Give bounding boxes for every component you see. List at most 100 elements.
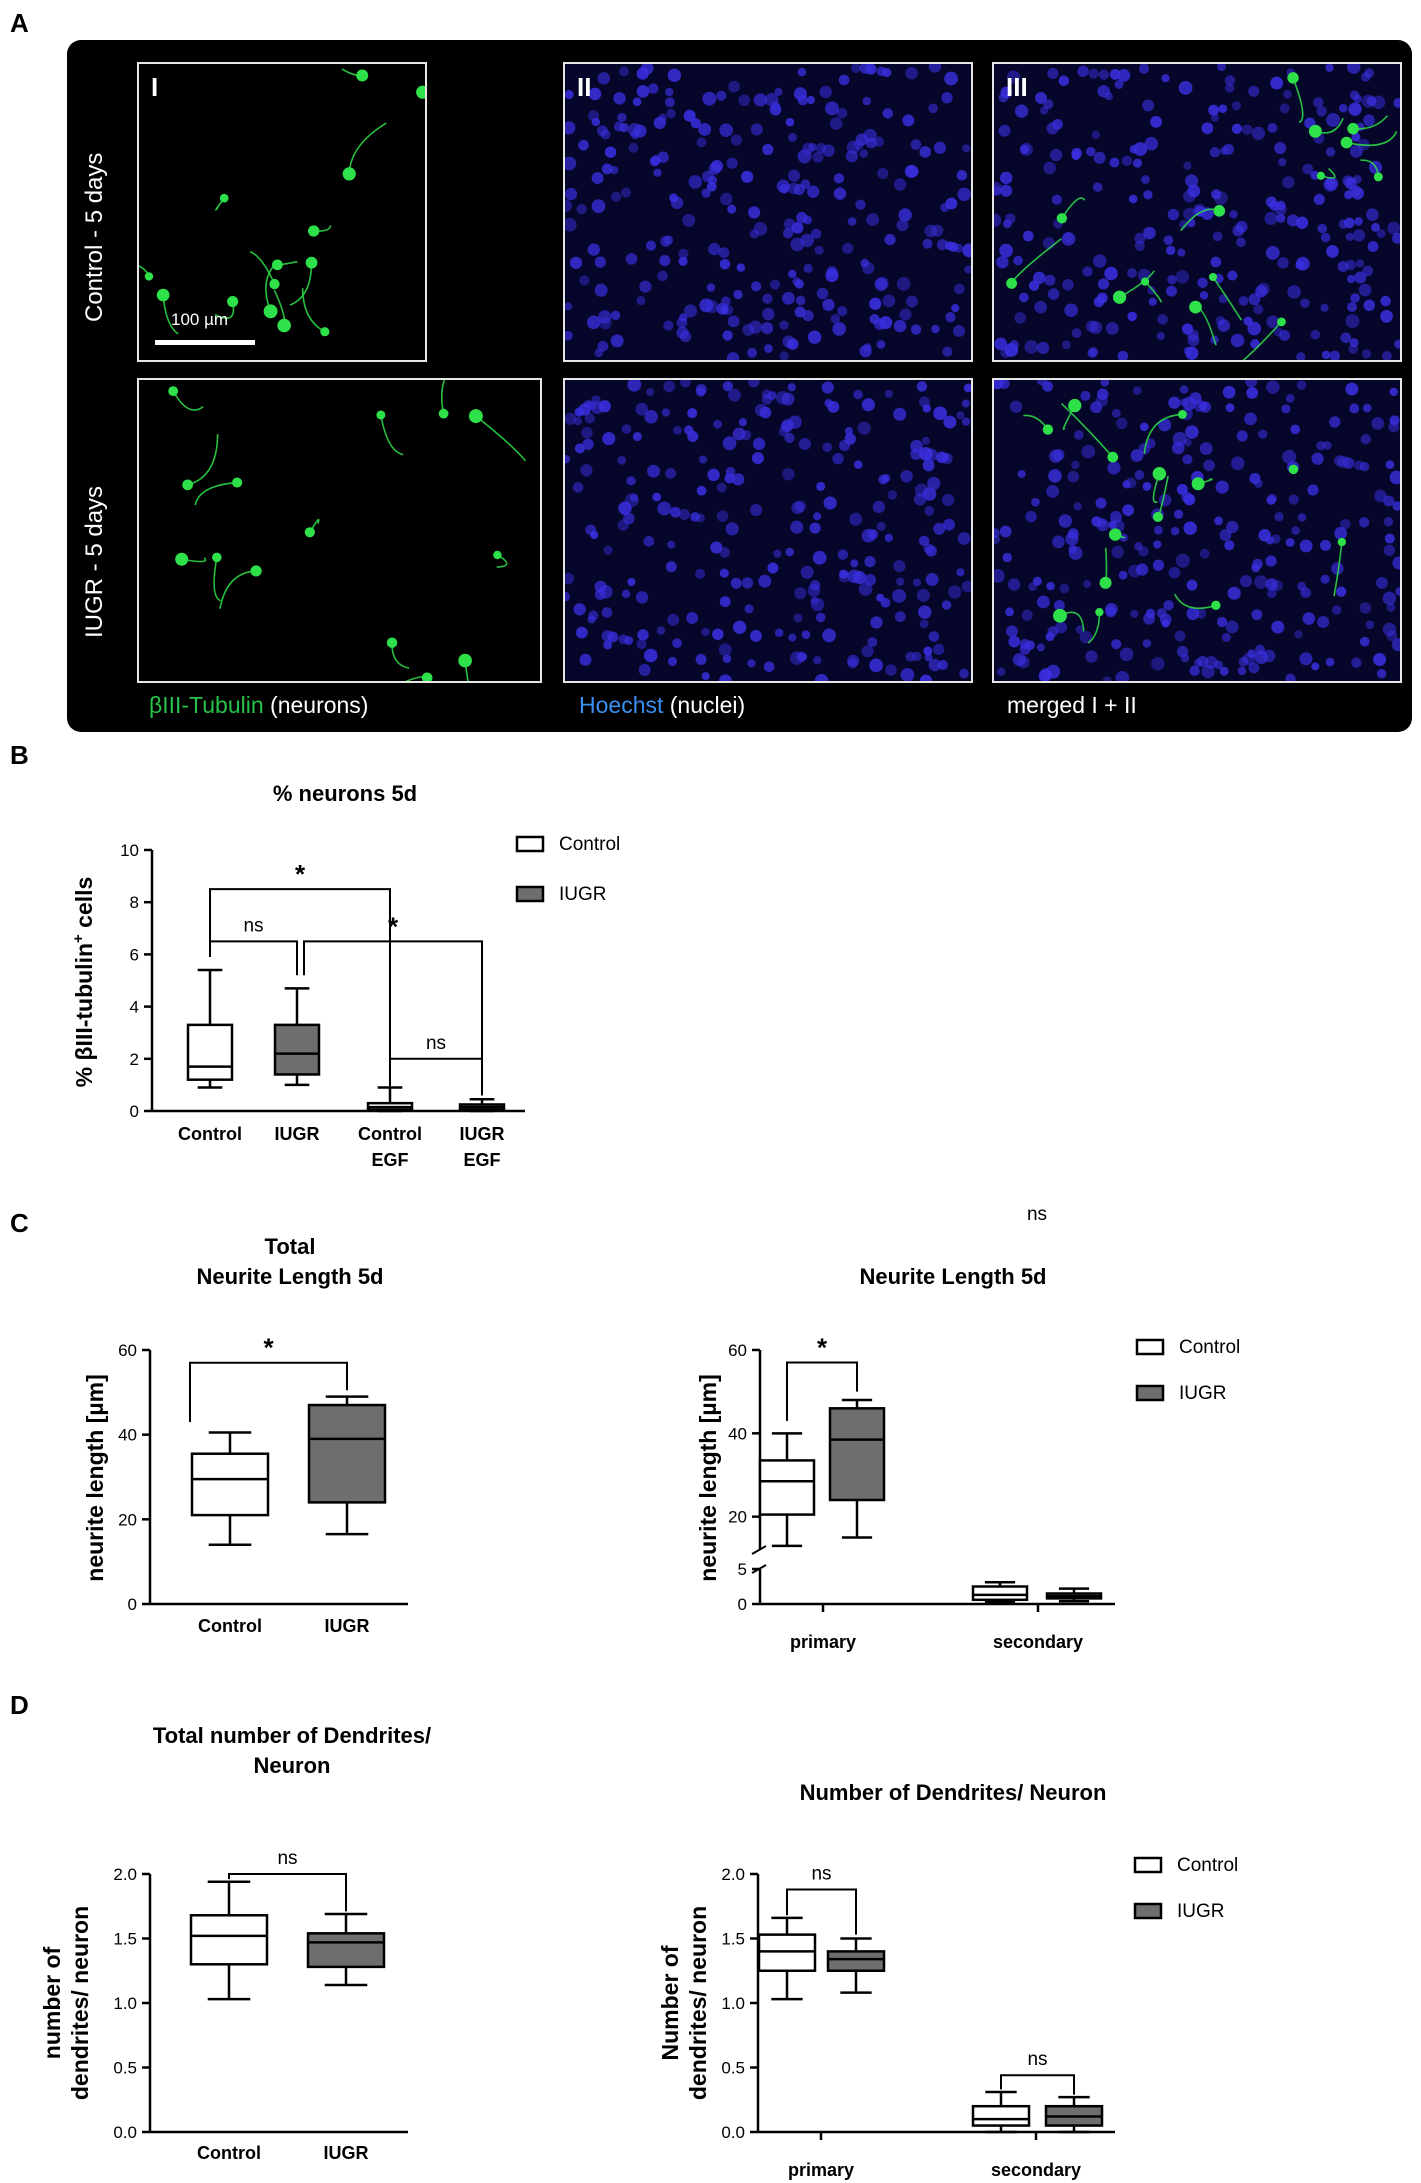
neuron-soma: [269, 278, 280, 290]
nucleus-dot: [1150, 115, 1162, 128]
nucleus-dot: [1329, 416, 1341, 428]
nucleus-dot: [1382, 591, 1397, 606]
nucleus-dot: [1381, 350, 1392, 360]
nucleus-dot: [913, 493, 927, 506]
y-tick-label: 20: [118, 1510, 137, 1529]
nucleus-dot: [874, 277, 888, 291]
panel-label-b: B: [10, 740, 29, 770]
nucleus-dot: [688, 175, 703, 189]
legend-swatch-iugr: [1133, 1902, 1163, 1920]
nucleus-dot: [1133, 142, 1148, 156]
nucleus-dot: [862, 262, 875, 275]
nucleus-dot: [1360, 72, 1371, 82]
nucleus-dot: [790, 520, 804, 534]
nucleus-dot: [933, 522, 946, 535]
nucleus-dot: [994, 528, 1000, 538]
nucleus-dot: [741, 577, 754, 589]
nucleus-dot: [922, 238, 933, 249]
nucleus-dot: [892, 588, 907, 603]
nucleus-dot: [1117, 69, 1131, 82]
nucleus-dot: [578, 139, 589, 151]
nucleus-dot: [601, 163, 613, 175]
nucleus-dot: [1063, 232, 1073, 243]
nucleus-dot: [598, 310, 612, 324]
nucleus-dot: [1085, 320, 1099, 333]
nucleus-dot: [792, 277, 801, 286]
nucleus-dot: [678, 508, 690, 521]
nucleus-dot: [921, 436, 931, 445]
nucleus-dot: [623, 512, 635, 525]
nucleus-dot: [1116, 417, 1128, 430]
nucleus-dot: [1277, 257, 1289, 269]
nucleus-dot: [836, 107, 848, 119]
neuron-soma: [1308, 124, 1322, 138]
nucleus-dot: [1152, 559, 1165, 571]
nucleus-dot: [1127, 268, 1137, 278]
nucleus-dot: [1243, 316, 1253, 326]
neuron-soma: [263, 304, 278, 319]
micro-iugr-tubulin: [137, 378, 542, 683]
nucleus-dot: [1053, 599, 1065, 611]
nucleus-dot: [1254, 575, 1268, 589]
nucleus-dot: [1351, 132, 1361, 142]
nucleus-dot: [1385, 460, 1395, 469]
nucleus-dot: [1144, 136, 1159, 151]
nucleus-dot: [1159, 613, 1172, 626]
nucleus-dot: [957, 532, 971, 545]
nucleus-dot: [1351, 657, 1362, 668]
nucleus-dot: [666, 108, 676, 119]
nucleus-dot: [1276, 213, 1286, 223]
x-category-label: EGF: [463, 1150, 500, 1170]
panel-label-d: D: [10, 1690, 29, 1720]
nucleus-dot: [632, 97, 642, 107]
nucleus-dot: [1168, 566, 1181, 579]
nucleus-dot: [1077, 65, 1089, 78]
nucleus-dot: [885, 664, 897, 676]
nucleus-dot: [583, 400, 592, 409]
nucleus-dot: [1354, 271, 1367, 284]
caption-merged: merged I + II: [1007, 692, 1137, 718]
nucleus-dot: [687, 430, 699, 442]
nucleus-dot: [1090, 401, 1103, 414]
nucleus-dot: [1389, 470, 1400, 485]
nucleus-dot: [812, 550, 827, 565]
nucleus-dot: [1217, 64, 1226, 72]
nucleus-dot: [1239, 575, 1253, 588]
micrograph-image: [994, 64, 1400, 360]
micro-control-hoechst: II: [563, 62, 973, 362]
box-iugr: [828, 1407, 886, 1502]
nucleus-dot: [588, 87, 602, 101]
nucleus-dot: [951, 304, 960, 313]
nucleus-dot: [1353, 94, 1362, 104]
nucleus-dot: [1274, 142, 1287, 155]
nucleus-dot: [1132, 386, 1142, 395]
nucleus-dot: [672, 638, 682, 649]
nucleus-dot: [613, 92, 626, 105]
nucleus-dot: [1111, 545, 1125, 559]
nucleus-dot: [653, 168, 662, 177]
nucleus-dot: [853, 460, 863, 469]
neuron-soma: [175, 552, 189, 566]
nucleus-dot: [698, 122, 712, 136]
nucleus-dot: [1157, 314, 1168, 325]
nucleus-dot: [1380, 310, 1393, 323]
nucleus-dot: [1017, 655, 1030, 669]
nucleus-dot: [702, 91, 717, 106]
nucleus-dot: [1354, 460, 1365, 471]
nucleus-dot: [797, 149, 812, 164]
nucleus-dot: [996, 255, 1009, 269]
nucleus-dot: [1238, 295, 1249, 306]
nucleus-dot: [919, 396, 930, 408]
nucleus-dot: [1220, 146, 1229, 155]
nucleus-dot: [565, 591, 570, 602]
nucleus-dot: [931, 324, 940, 334]
nucleus-dot: [1365, 620, 1375, 630]
nucleus-dot: [815, 612, 826, 623]
nucleus-dot: [1267, 588, 1277, 599]
y-axis-label-tail: cells: [71, 877, 97, 935]
box-iugr: [826, 1950, 886, 1972]
nucleus-dot: [575, 626, 588, 639]
nucleus-dot: [1151, 657, 1165, 671]
nucleus-dot: [686, 612, 699, 625]
nucleus-dot: [837, 549, 849, 560]
